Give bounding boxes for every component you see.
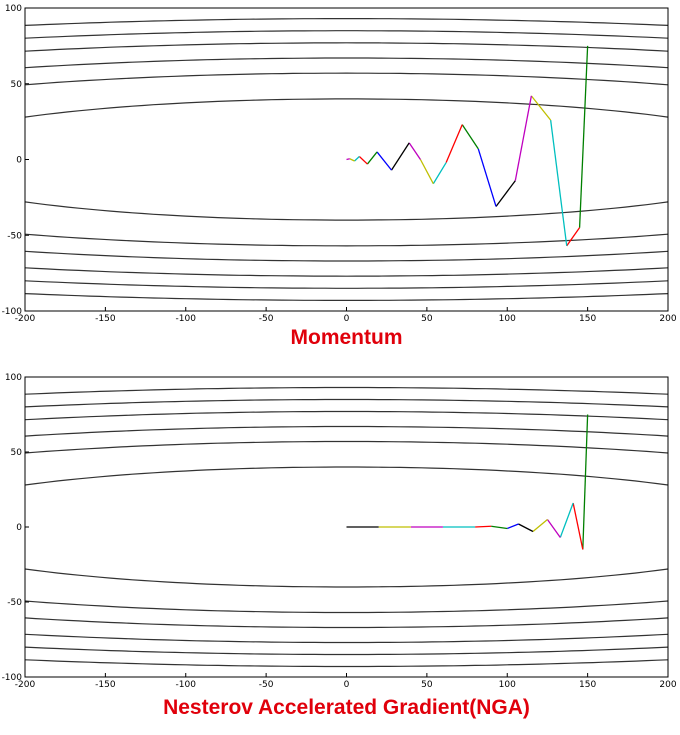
- contour-line: [25, 568, 668, 588]
- x-tick-label: 50: [421, 680, 433, 690]
- path-segment: [346, 158, 350, 161]
- contour-line: [25, 57, 668, 69]
- y-tick-label: 100: [5, 4, 22, 14]
- contour-line: [25, 98, 668, 118]
- path-segment: [366, 151, 378, 165]
- y-tick-label: 50: [11, 80, 23, 90]
- contour-line: [25, 617, 668, 629]
- path-segment: [495, 180, 516, 207]
- contour-line: [25, 42, 668, 52]
- contour-line: [25, 440, 668, 454]
- x-tick-label: -100: [176, 680, 197, 690]
- y-tick-label: -50: [7, 231, 22, 241]
- x-tick-label: 100: [499, 314, 516, 324]
- path-segments: [346, 414, 589, 550]
- x-tick-label: 150: [579, 314, 596, 324]
- y-tick-label: 50: [11, 448, 23, 458]
- y-tick-label: -50: [7, 598, 22, 608]
- contour-line: [25, 293, 668, 301]
- path-segment: [475, 525, 492, 528]
- contour-line: [25, 386, 668, 395]
- path-segment: [530, 95, 552, 121]
- contour-line: [25, 646, 668, 656]
- path-segment: [532, 518, 548, 533]
- path-segment: [432, 162, 447, 185]
- path-segment: [408, 142, 421, 160]
- chart-panel: -200 -150 -100 -50 0 50 100 150 200 -100 -50 0 50 100…: [2, 373, 677, 721]
- path-segment: [358, 155, 368, 165]
- path-segment: [491, 525, 508, 530]
- contour-line: [25, 633, 668, 644]
- path-segment: [461, 124, 479, 150]
- y-tick-label: -100: [2, 673, 23, 683]
- path-segment: [354, 155, 360, 162]
- x-tick-label: 50: [421, 314, 433, 324]
- path-segment: [572, 502, 584, 550]
- contour-line: [25, 30, 668, 39]
- x-tick-label: 200: [659, 680, 676, 690]
- x-tick-label: -200: [15, 680, 36, 690]
- x-tick-label: 100: [499, 680, 516, 690]
- contour-line: [25, 410, 668, 421]
- contour-line: [25, 425, 668, 437]
- path-segment: [566, 227, 581, 247]
- contour-line: [25, 250, 668, 262]
- x-tick-label: -50: [259, 680, 274, 690]
- path-segment: [582, 414, 589, 550]
- chart-panel: -200 -150 -100 -50 0 50 100 150 200 -100 -50 0 50 100…: [2, 4, 677, 351]
- path-segment: [546, 519, 561, 538]
- path-segment: [514, 95, 533, 181]
- path-segment: [376, 151, 393, 171]
- x-tick-label: -100: [176, 314, 197, 324]
- path-segment: [559, 502, 574, 538]
- x-tick-label: -50: [259, 314, 274, 324]
- path-segment: [445, 124, 463, 163]
- chart-title: Momentum: [291, 326, 403, 349]
- contour-line: [25, 600, 668, 614]
- y-tick-label: 0: [16, 156, 22, 166]
- x-tick-label: -150: [95, 680, 116, 690]
- path-segment: [419, 159, 434, 185]
- x-tick-label: -150: [95, 314, 116, 324]
- y-tick-label: -100: [2, 307, 23, 317]
- x-tick-label: 200: [659, 314, 676, 324]
- contour-line: [25, 233, 668, 247]
- path-segment: [518, 523, 534, 533]
- contour-line: [25, 72, 668, 86]
- contour-line: [25, 201, 668, 221]
- contour-line: [25, 659, 668, 668]
- path-segment: [550, 120, 568, 246]
- contour-line: [25, 18, 668, 26]
- path-segment: [477, 148, 497, 207]
- contour-line: [25, 280, 668, 289]
- path-segment: [507, 523, 519, 530]
- y-tick-label: 0: [16, 523, 22, 533]
- path-segment: [349, 158, 355, 162]
- x-tick-label: 0: [344, 314, 350, 324]
- contours: [25, 386, 668, 668]
- path-segment: [578, 45, 589, 228]
- contour-line: [25, 267, 668, 277]
- x-tick-label: 150: [579, 680, 596, 690]
- contour-line: [25, 398, 668, 408]
- contours: [25, 18, 668, 301]
- chart-title: Nesterov Accelerated Gradient(NGA): [163, 696, 530, 719]
- contour-line: [25, 466, 668, 486]
- y-tick-label: 100: [5, 373, 22, 383]
- x-tick-label: -200: [15, 314, 36, 324]
- path-segment: [390, 142, 410, 171]
- x-tick-label: 0: [344, 680, 350, 690]
- path-segments: [346, 45, 589, 247]
